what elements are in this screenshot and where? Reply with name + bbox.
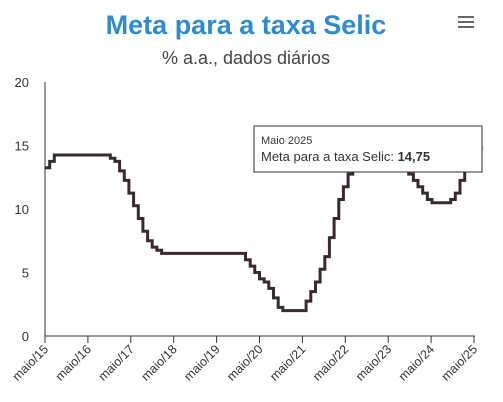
y-tick-label: 0 — [22, 329, 29, 344]
hamburger-menu-icon[interactable] — [458, 16, 474, 30]
series-line — [45, 148, 476, 313]
tooltip-series: Meta para a taxa Selic: 14,75 — [261, 149, 430, 164]
x-tick-label: maio/22 — [310, 342, 351, 383]
tooltip-date: Maio 2025 — [261, 135, 312, 147]
x-tick-label: maio/19 — [181, 342, 222, 383]
x-tick-label: maio/16 — [53, 342, 94, 383]
chart-axes — [44, 82, 475, 337]
chart-subtitle: % a.a., dados diários — [161, 48, 331, 68]
x-tick-label: maio/24 — [396, 342, 437, 383]
x-tick-label: maio/18 — [138, 342, 179, 383]
chart-title: Meta para a taxa Selic — [105, 10, 387, 40]
tooltip-label: Meta para a taxa Selic: — [261, 149, 398, 164]
x-tick-label: maio/21 — [267, 342, 308, 383]
x-tick-label: maio/23 — [353, 342, 394, 383]
x-axis-ticks: maio/15 maio/16 maio/17 maio/18 maio/19 maio/… — [10, 336, 480, 384]
x-tick-label: maio/17 — [96, 342, 137, 383]
y-tick-label: 15 — [15, 139, 29, 154]
y-tick-label: 5 — [22, 266, 29, 281]
y-axis-ticks: 0 5 10 15 20 — [15, 75, 29, 344]
x-tick-label: maio/25 — [439, 342, 480, 383]
x-tick-label: maio/20 — [224, 342, 265, 383]
tooltip-value: 14,75 — [398, 149, 431, 164]
y-tick-label: 20 — [15, 75, 29, 90]
x-tick-label: maio/15 — [10, 342, 51, 383]
tooltip: Maio 2025 Meta para a taxa Selic: 14,75 — [253, 125, 483, 173]
y-tick-label: 10 — [15, 202, 29, 217]
